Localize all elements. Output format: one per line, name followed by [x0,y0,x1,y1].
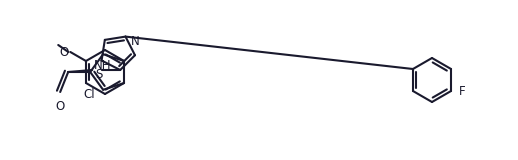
Text: S: S [95,68,102,80]
Text: Cl: Cl [83,88,95,101]
Text: NH: NH [94,59,112,72]
Text: N: N [131,35,139,48]
Text: O: O [55,100,65,113]
Text: F: F [459,84,466,97]
Text: O: O [59,45,68,59]
